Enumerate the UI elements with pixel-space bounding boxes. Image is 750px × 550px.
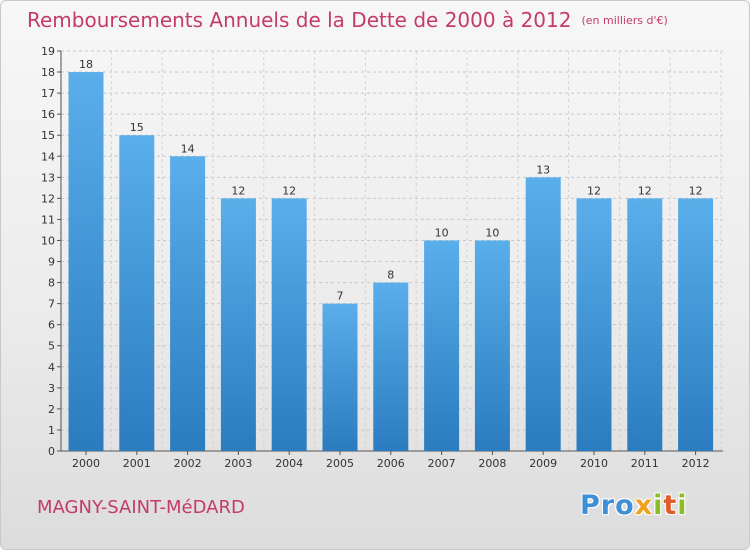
y-tick-label: 10 — [41, 234, 55, 247]
chart-title-text: Remboursements Annuels de la Dette de 20… — [27, 8, 572, 32]
value-label-2001: 15 — [130, 121, 144, 134]
y-tick-label: 1 — [48, 424, 55, 437]
value-label-2011: 12 — [638, 184, 652, 197]
unit-note: (en milliers d'€) — [581, 14, 668, 27]
y-tick-label: 2 — [48, 403, 55, 416]
value-label-2008: 10 — [485, 226, 499, 239]
logo-letter: x — [634, 490, 654, 521]
y-tick-label: 8 — [48, 277, 55, 290]
x-tick-label-2002: 2002 — [174, 457, 202, 470]
y-tick-label: 19 — [41, 45, 55, 58]
x-tick-label-2007: 2007 — [428, 457, 456, 470]
y-tick-label: 5 — [48, 340, 55, 353]
bar-2012 — [678, 198, 714, 451]
x-tick-label-2001: 2001 — [123, 457, 151, 470]
logo-letter: P — [580, 490, 601, 521]
x-tick-label-2009: 2009 — [529, 457, 557, 470]
value-label-2000: 18 — [79, 58, 93, 71]
y-tick-label: 17 — [41, 87, 55, 100]
y-tick-label: 12 — [41, 192, 55, 205]
value-label-2005: 7 — [337, 290, 344, 303]
y-tick-label: 14 — [41, 150, 55, 163]
bar-2000 — [68, 72, 104, 451]
bar-2009 — [525, 177, 561, 451]
bars — [68, 72, 714, 452]
bar-2004 — [271, 198, 307, 451]
logo-letter: i — [653, 490, 664, 521]
bar-2001 — [119, 135, 155, 452]
proxiti-logo: Proxiti — [580, 490, 688, 521]
x-tick-label-2004: 2004 — [275, 457, 303, 470]
labels: 0123456789101112131415161718191820001520… — [41, 45, 710, 470]
y-tick-label: 6 — [48, 319, 55, 332]
value-label-2004: 12 — [282, 184, 296, 197]
x-tick-label-2003: 2003 — [224, 457, 252, 470]
x-tick-label-2010: 2010 — [580, 457, 608, 470]
bar-2002 — [170, 156, 206, 451]
logo-letter: i — [677, 490, 688, 521]
value-label-2006: 8 — [387, 269, 394, 282]
x-tick-label-2011: 2011 — [631, 457, 659, 470]
y-tick-label: 0 — [48, 445, 55, 458]
logo-letter: t — [663, 490, 678, 521]
value-label-2010: 12 — [587, 184, 601, 197]
y-tick-label: 15 — [41, 129, 55, 142]
y-tick-label: 11 — [41, 213, 55, 226]
y-tick-label: 4 — [48, 361, 55, 374]
x-tick-label-2006: 2006 — [377, 457, 405, 470]
bar-2006 — [373, 282, 409, 451]
y-tick-label: 13 — [41, 171, 55, 184]
y-tick-label: 3 — [48, 382, 55, 395]
bar-2007 — [424, 240, 460, 451]
x-tick-label-2000: 2000 — [72, 457, 100, 470]
bar-2010 — [576, 198, 612, 451]
chart-title: Remboursements Annuels de la Dette de 20… — [27, 8, 668, 32]
y-tick-label: 16 — [41, 108, 55, 121]
x-tick-label-2005: 2005 — [326, 457, 354, 470]
value-label-2002: 14 — [181, 142, 195, 155]
bar-2008 — [474, 240, 510, 451]
bar-2011 — [627, 198, 663, 451]
value-label-2012: 12 — [689, 184, 703, 197]
logo-letter: o — [615, 490, 635, 521]
value-label-2007: 10 — [435, 226, 449, 239]
commune-name: MAGNY-SAINT-MéDARD — [37, 497, 245, 518]
value-label-2003: 12 — [231, 184, 245, 197]
y-tick-label: 7 — [48, 298, 55, 311]
x-tick-label-2012: 2012 — [682, 457, 710, 470]
x-tick-label-2008: 2008 — [478, 457, 506, 470]
y-tick-label: 9 — [48, 256, 55, 269]
bar-2003 — [220, 198, 256, 451]
logo-letter: r — [600, 490, 616, 521]
bar-2005 — [322, 303, 358, 451]
value-label-2009: 13 — [536, 163, 550, 176]
y-tick-label: 18 — [41, 66, 55, 79]
